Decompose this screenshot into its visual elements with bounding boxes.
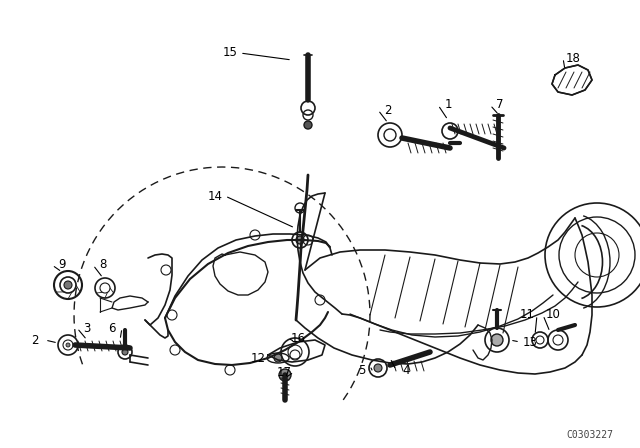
Text: 8: 8 bbox=[99, 258, 107, 271]
Text: 16: 16 bbox=[291, 332, 305, 345]
Text: 12: 12 bbox=[250, 352, 266, 365]
Circle shape bbox=[122, 349, 128, 355]
Text: 4: 4 bbox=[403, 363, 410, 376]
Text: 18: 18 bbox=[566, 52, 580, 65]
Text: 7: 7 bbox=[496, 99, 504, 112]
Text: 5: 5 bbox=[358, 363, 365, 376]
Text: C0303227: C0303227 bbox=[566, 430, 614, 440]
Text: 2: 2 bbox=[384, 103, 392, 116]
Circle shape bbox=[304, 121, 312, 129]
Circle shape bbox=[374, 364, 382, 372]
Circle shape bbox=[296, 236, 304, 244]
Text: 6: 6 bbox=[108, 322, 116, 335]
Text: 1: 1 bbox=[444, 99, 452, 112]
Circle shape bbox=[274, 354, 282, 362]
Text: 2: 2 bbox=[31, 333, 39, 346]
Circle shape bbox=[64, 281, 72, 289]
Text: 11: 11 bbox=[520, 309, 534, 322]
Text: 17: 17 bbox=[276, 366, 291, 379]
Circle shape bbox=[66, 343, 70, 347]
Text: 9: 9 bbox=[58, 258, 66, 271]
Text: 3: 3 bbox=[83, 322, 91, 335]
Text: 10: 10 bbox=[545, 309, 561, 322]
Text: 13: 13 bbox=[523, 336, 538, 349]
Text: 14: 14 bbox=[207, 190, 223, 202]
Circle shape bbox=[279, 369, 291, 381]
Circle shape bbox=[491, 334, 503, 346]
Text: 15: 15 bbox=[223, 47, 237, 60]
